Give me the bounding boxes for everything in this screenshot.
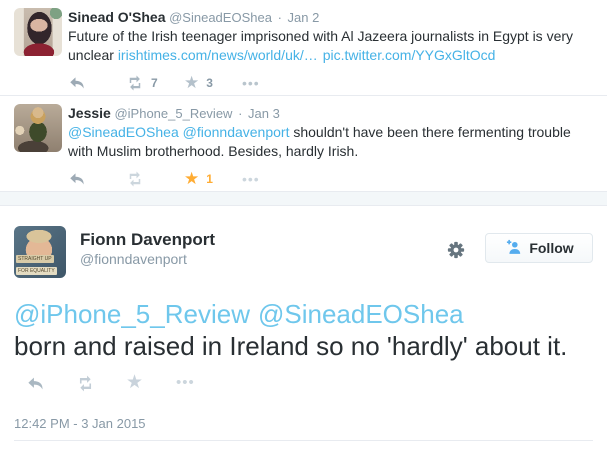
user-handle: @fionndavenport bbox=[80, 251, 187, 267]
tweet-fionn-permalink: STRAIGHT UP FOR EQUALITY Fionn Davenport… bbox=[0, 206, 607, 471]
reply-button[interactable] bbox=[68, 74, 126, 92]
tweet-jessie[interactable]: Jessie @iPhone_5_Review · Jan 3 @SineadE… bbox=[0, 96, 607, 192]
article-link[interactable]: irishtimes.com/news/world/uk/… bbox=[117, 47, 318, 63]
tweet-text-part: Future of the Irish teenager imprisoned … bbox=[68, 28, 574, 63]
conversation-gap bbox=[0, 192, 607, 206]
mention-link[interactable]: @SineadEOShea bbox=[68, 124, 179, 140]
tweet-text: @SineadEOShea @fionndavenport shouldn't … bbox=[68, 123, 592, 161]
favorite-button[interactable]: ★ 1 bbox=[184, 170, 242, 188]
follow-button[interactable]: Follow bbox=[485, 233, 593, 263]
avatar-badge-text: FOR EQUALITY bbox=[16, 267, 57, 275]
tweet-header: Sinead O'Shea @SineadEOShea · Jan 2 bbox=[68, 9, 592, 26]
avatar-badge-text: STRAIGHT UP bbox=[16, 255, 54, 263]
tweet-date[interactable]: Jan 3 bbox=[248, 106, 280, 121]
tweet-actions: 7 ★ 3 ••• bbox=[68, 74, 592, 92]
retweet-icon bbox=[76, 374, 95, 393]
tweet-actions: ★ ••• bbox=[26, 373, 593, 393]
favorite-button[interactable]: ★ 3 bbox=[184, 74, 242, 92]
user-handle[interactable]: @SineadEOShea bbox=[169, 10, 272, 25]
main-tweet-header: STRAIGHT UP FOR EQUALITY Fionn Davenport… bbox=[14, 226, 593, 282]
avatar-jessie[interactable] bbox=[14, 104, 62, 152]
tweet-text: Future of the Irish teenager imprisoned … bbox=[68, 27, 592, 65]
reply-icon bbox=[68, 74, 86, 92]
reply-button[interactable] bbox=[26, 374, 76, 393]
retweet-icon bbox=[126, 74, 144, 92]
user-fullname[interactable]: Sinead O'Shea bbox=[68, 9, 166, 25]
more-button[interactable]: ••• bbox=[176, 373, 226, 393]
tweet-header: Jessie @iPhone_5_Review · Jan 3 bbox=[68, 105, 592, 122]
more-button[interactable]: ••• bbox=[242, 74, 300, 92]
reply-button[interactable] bbox=[68, 170, 126, 188]
more-button[interactable]: ••• bbox=[242, 170, 300, 188]
bottom-divider bbox=[14, 440, 593, 447]
retweet-icon bbox=[126, 170, 144, 188]
star-icon-active: ★ bbox=[184, 169, 200, 188]
retweet-button[interactable]: 7 bbox=[126, 74, 184, 92]
more-icon: ••• bbox=[176, 374, 195, 391]
favorite-button[interactable]: ★ bbox=[126, 373, 176, 393]
person-plus-icon bbox=[504, 239, 522, 257]
mention-link[interactable]: @iPhone_5_Review bbox=[14, 299, 250, 329]
tweet-date[interactable]: Jan 2 bbox=[287, 10, 320, 25]
tweet-timestamp: 12:42 PM - 3 Jan 2015 bbox=[14, 416, 146, 431]
avatar-fionn[interactable]: STRAIGHT UP FOR EQUALITY bbox=[14, 226, 66, 278]
main-tweet-text: @iPhone_5_Review @SineadEOShea born and ra… bbox=[14, 298, 593, 362]
tweet-actions: ★ 1 ••• bbox=[68, 170, 592, 188]
mention-link[interactable]: @fionndavenport bbox=[182, 124, 290, 140]
separator-dot: · bbox=[277, 10, 282, 25]
tweet-sinead[interactable]: Sinead O'Shea @SineadEOShea · Jan 2 Futu… bbox=[0, 0, 607, 96]
star-icon: ★ bbox=[184, 73, 200, 92]
favorite-count: 3 bbox=[206, 76, 213, 90]
retweet-count: 7 bbox=[151, 76, 158, 90]
user-fullname[interactable]: Fionn Davenport bbox=[80, 230, 216, 249]
reply-icon bbox=[68, 170, 86, 188]
user-fullname[interactable]: Jessie bbox=[68, 105, 111, 121]
star-icon: ★ bbox=[126, 372, 144, 393]
avatar-sinead[interactable] bbox=[14, 8, 62, 56]
more-icon: ••• bbox=[242, 75, 260, 91]
pic-link[interactable]: pic.twitter.com/YYGxGltOcd bbox=[322, 47, 496, 63]
follow-button-label: Follow bbox=[529, 240, 574, 256]
gear-icon[interactable] bbox=[447, 241, 465, 259]
reply-icon bbox=[26, 374, 45, 393]
more-icon: ••• bbox=[242, 171, 260, 187]
retweet-button[interactable] bbox=[76, 374, 126, 393]
tweet-text-part: born and raised in Ireland so no 'hardly… bbox=[14, 331, 568, 361]
mention-link[interactable]: @SineadEOShea bbox=[257, 299, 464, 329]
user-handle[interactable]: @iPhone_5_Review bbox=[114, 106, 233, 121]
retweet-button[interactable] bbox=[126, 170, 184, 188]
tweet-text-part: shouldn't have been there fermenting tro… bbox=[68, 124, 571, 159]
mention-row: @iPhone_5_Review @SineadEOShea bbox=[14, 298, 593, 330]
separator-dot: · bbox=[238, 106, 243, 121]
favorite-count: 1 bbox=[206, 172, 213, 186]
user-name-block: Fionn Davenport @fionndavenport bbox=[80, 226, 215, 269]
